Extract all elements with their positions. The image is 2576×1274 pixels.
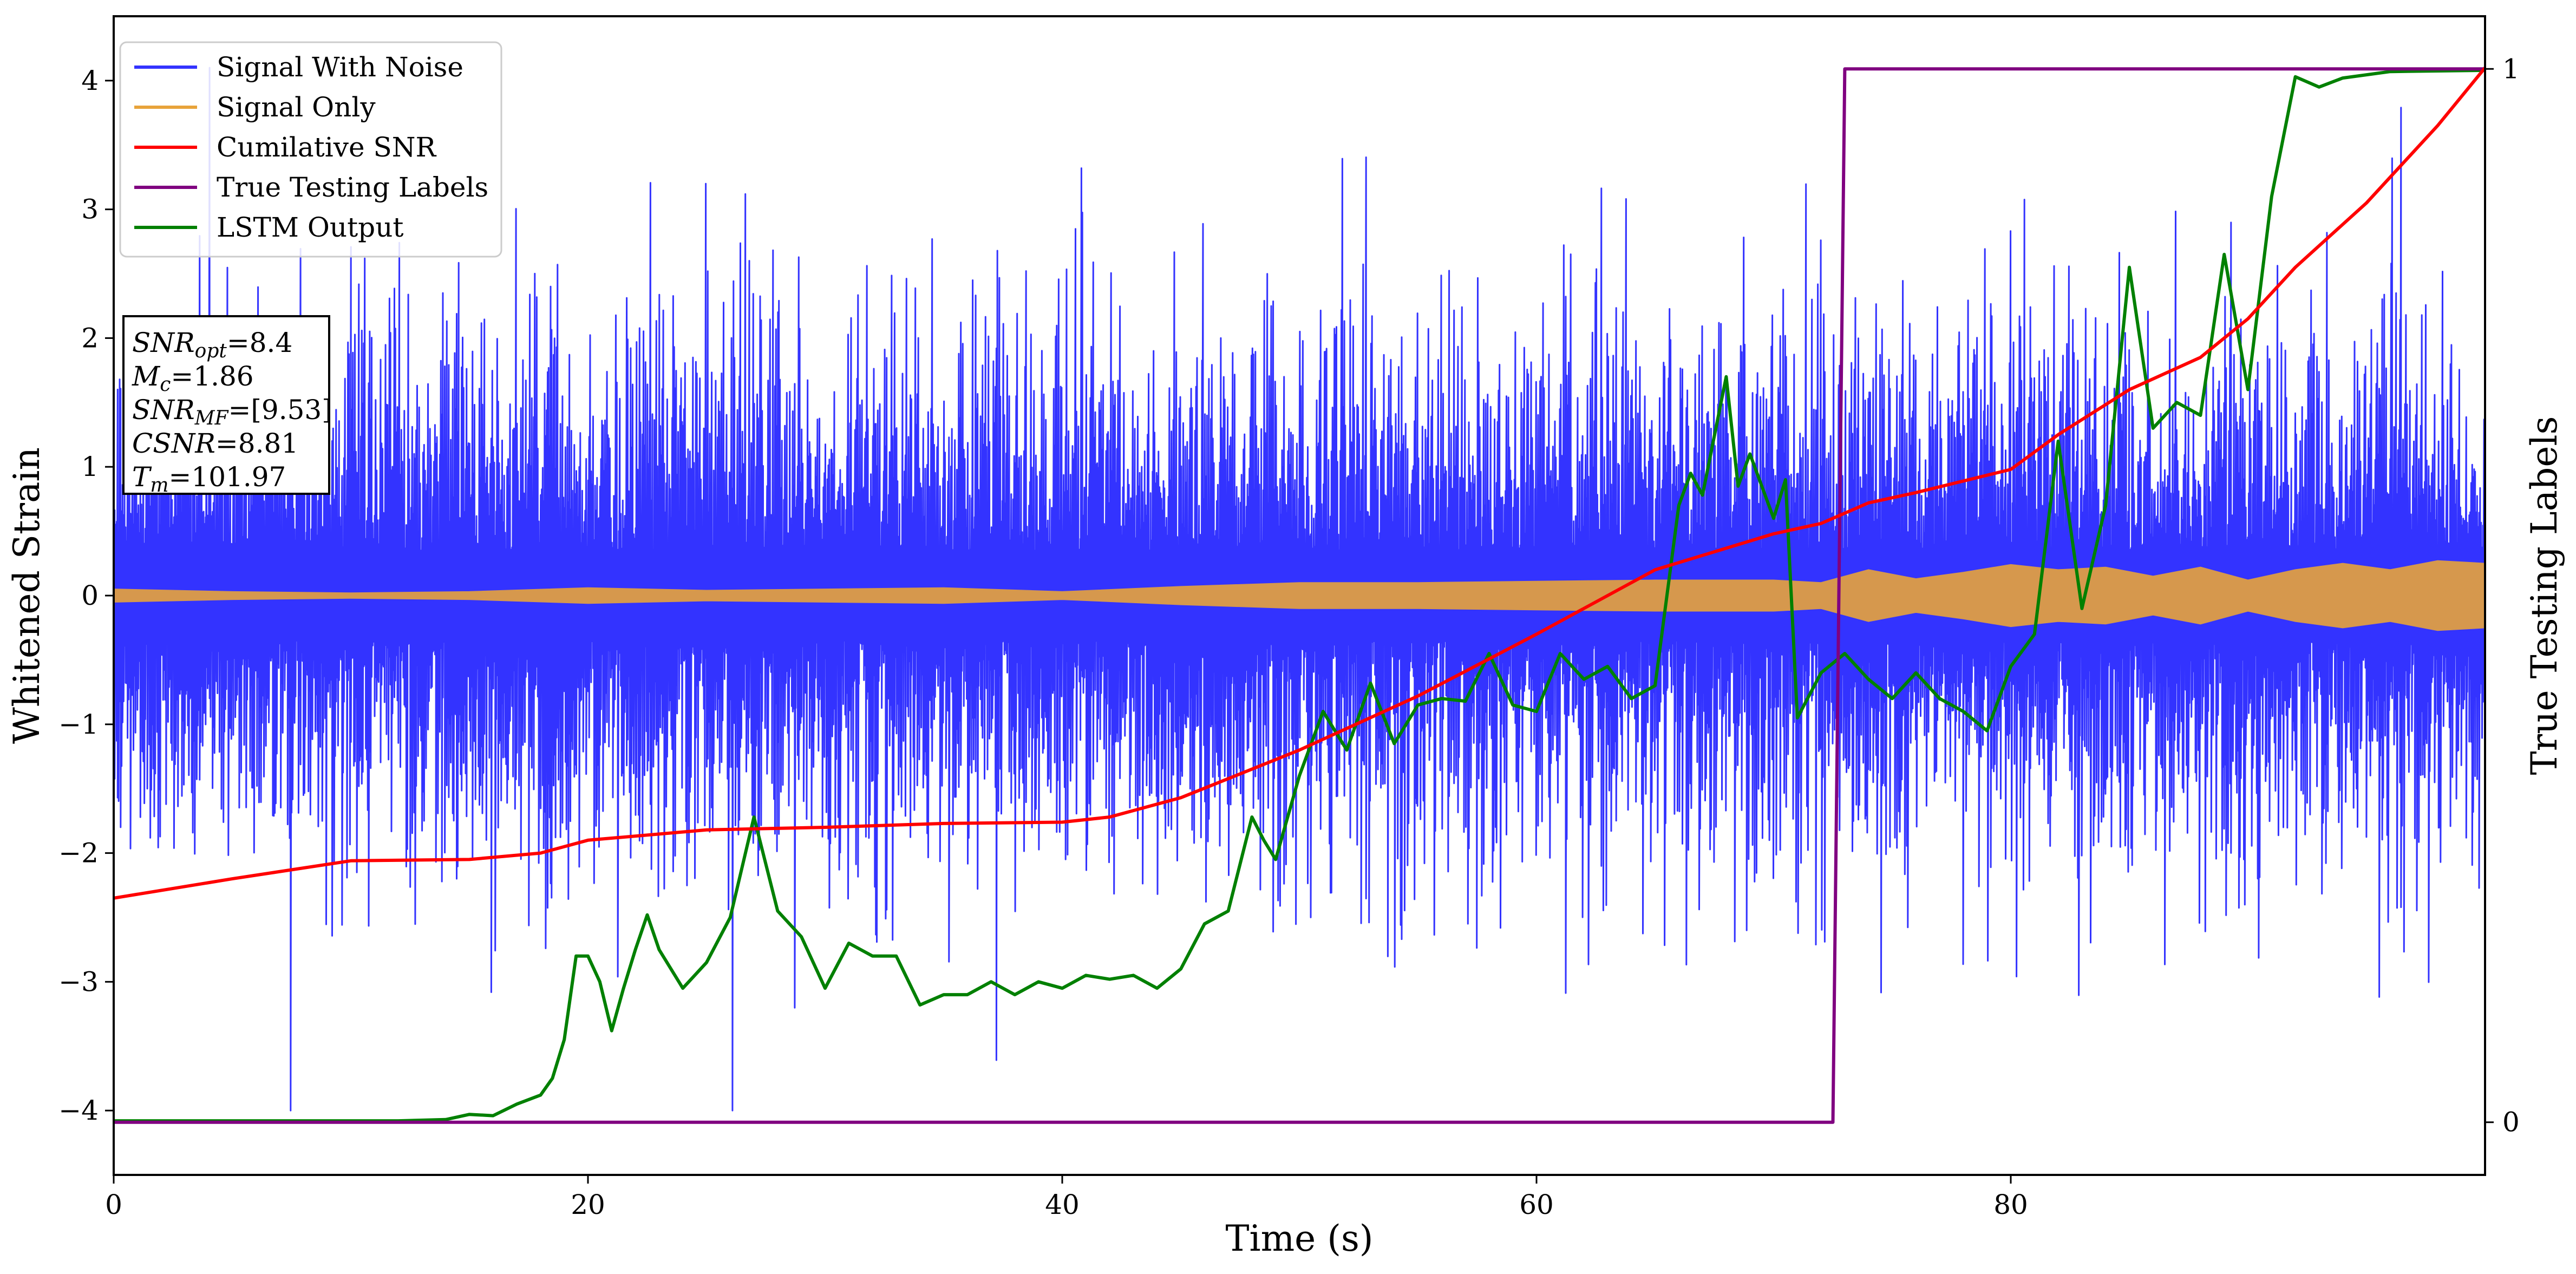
y2-axis-label: True Testing Labels	[2523, 416, 2565, 775]
y-tick-label: 4	[81, 65, 99, 96]
y-tick-label: −2	[58, 838, 99, 869]
line-series-group	[114, 67, 2485, 1124]
lstm-output-line	[114, 68, 2485, 1123]
signal-only-envelope	[114, 560, 2485, 631]
y-tick-label: 3	[81, 194, 99, 225]
info-line: SNRMF=[9.53]	[132, 394, 332, 429]
signal-only-series	[114, 560, 2485, 631]
true-testing-labels-line	[114, 67, 2485, 1124]
x-tick-label: 20	[571, 1189, 605, 1220]
legend: Signal With Noise Signal Only Cumilative S…	[119, 41, 502, 258]
y-tick-label: 1	[81, 451, 99, 482]
y-tick-label: −4	[58, 1095, 99, 1126]
y-axis-label: Whitened Strain	[6, 447, 48, 744]
legend-box	[119, 41, 502, 258]
info-line: SNRopt=8.4	[132, 327, 292, 362]
y-tick-label: −1	[58, 709, 99, 740]
signal-with-noise-line	[114, 67, 2485, 1112]
y-tick-label: −3	[58, 966, 99, 997]
info-box-frame	[122, 315, 330, 495]
x-tick-label: 0	[105, 1189, 122, 1220]
legend-label: Cumilative SNR	[217, 132, 436, 163]
legend-label: Signal With Noise	[217, 51, 463, 83]
y2-tick-label: 0	[2502, 1107, 2520, 1138]
info-line: CSNR=8.81	[132, 428, 298, 459]
x-tick-label: 40	[1045, 1189, 1080, 1220]
info-annotation-box: SNRopt=8.4Mc=1.86SNRMF=[9.53]CSNR=8.81Tm…	[122, 315, 332, 496]
y-tick-label: 2	[81, 322, 99, 354]
y2-tick-label: 1	[2502, 53, 2520, 84]
cumulative-snr-line	[114, 67, 2485, 900]
info-line: Mc=1.86	[132, 361, 254, 396]
x-tick-label: 60	[1519, 1189, 1554, 1220]
legend-label: LSTM Output	[217, 212, 403, 243]
info-line: Tm=101.97	[132, 461, 286, 496]
x-tick-label: 80	[1993, 1189, 2028, 1220]
legend-label: True Testing Labels	[217, 172, 488, 203]
x-axis-label: Time (s)	[1225, 1218, 1373, 1259]
signal-with-noise-series	[114, 67, 2485, 1112]
y-tick-label: 0	[81, 580, 99, 611]
legend-label: Signal Only	[217, 92, 376, 123]
